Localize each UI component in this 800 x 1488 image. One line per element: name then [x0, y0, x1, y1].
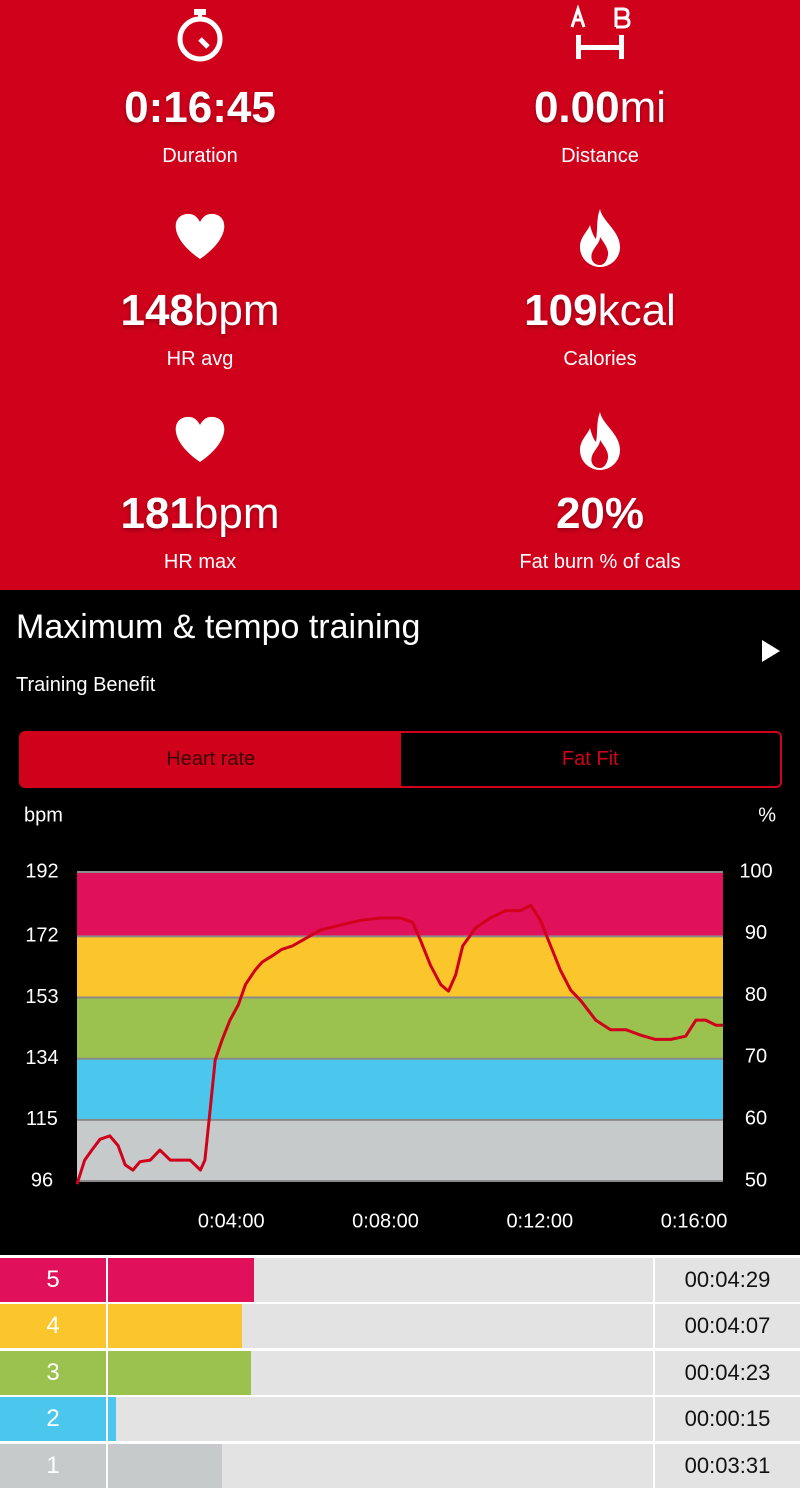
zone-bar: [108, 1397, 117, 1442]
distance-icon: [570, 5, 631, 59]
tab[interactable]: Fat Fit: [400, 733, 780, 786]
zone-row: 5 00:04:29: [0, 1258, 800, 1302]
flame-icon: [580, 209, 620, 267]
zone-time: 00:03:31: [655, 1443, 800, 1488]
zone-label: 2: [0, 1397, 106, 1442]
zone-bar: [108, 1350, 251, 1395]
y-tick-label: 115: [26, 1108, 58, 1130]
stat-unit: mi: [619, 83, 667, 132]
y-tick-label: 134: [25, 1047, 58, 1069]
stat-number: 0.00: [533, 83, 620, 132]
heart-icon: [175, 416, 225, 462]
zone-band: [77, 936, 723, 998]
title: Maximum & tempo training: [16, 608, 421, 646]
stat-unit: kcal: [597, 286, 676, 335]
chart: bpm % 96 115 134 153 172 192 50 60 70 80 90 100 0:04…: [24, 804, 776, 1232]
heart-icon: [175, 213, 225, 259]
stat-number: 0:16:45: [124, 83, 276, 132]
flame-icon: [580, 412, 620, 470]
tab[interactable]: Heart rate: [21, 733, 401, 786]
summary-panel: 0:16:45 Duration 0.00mi Distance 148bpm HR av…: [0, 0, 800, 590]
y-tick-label: 96: [31, 1169, 53, 1191]
y2-axis-label: %: [758, 804, 776, 826]
stat-value: 0.00mi: [400, 83, 800, 133]
zone-row: 3 00:04:23: [0, 1350, 800, 1395]
stat-number: 20%: [555, 489, 645, 538]
zone-band: [77, 997, 723, 1059]
stat-label: HR max: [163, 551, 237, 573]
y2-tick-label: 70: [745, 1046, 767, 1068]
y-axis-label: bpm: [24, 804, 63, 826]
zone-band: [77, 872, 723, 937]
zone-time: 00:04:23: [655, 1350, 800, 1395]
stat-number: 109: [524, 286, 598, 335]
zone-time: 00:04:07: [655, 1304, 800, 1349]
zone-label: 3: [0, 1350, 106, 1395]
zone-row: 1 00:03:31: [0, 1443, 800, 1488]
stat-unit: bpm: [193, 489, 280, 538]
x-tick-label: 0:04:00: [198, 1210, 265, 1232]
stat-value: 148bpm: [0, 286, 400, 336]
y2-tick-label: 80: [745, 984, 767, 1006]
stat-label: Calories: [563, 348, 637, 370]
hr-line: [75, 903, 723, 1185]
zone-table: 5 00:04:29 4 00:04:07 3 00:04:23 2 00:00:15 1 00:…: [0, 1255, 800, 1488]
y2-tick-label: 100: [739, 860, 772, 882]
x-tick-label: 0:16:00: [661, 1210, 728, 1232]
stat-value: 20%: [400, 489, 800, 539]
y-tick-label: 153: [25, 986, 58, 1008]
zone-bar: [108, 1304, 242, 1349]
stat-label: Duration: [162, 145, 238, 167]
y2-tick-label: 90: [745, 922, 767, 944]
y2-tick-label: 50: [745, 1169, 767, 1191]
stat-value: 181bpm: [0, 489, 400, 539]
next-arrow[interactable]: [760, 638, 782, 664]
subtitle: Training Benefit: [16, 674, 156, 696]
y2-tick-label: 60: [745, 1107, 767, 1129]
x-tick-label: 0:12:00: [506, 1210, 573, 1232]
stat-label: Fat burn % of cals: [519, 551, 681, 573]
zone-label: 4: [0, 1304, 106, 1349]
stat-number: 181: [120, 489, 194, 538]
x-tick-label: 0:08:00: [352, 1210, 419, 1232]
zone-band: [77, 1058, 723, 1120]
stopwatch-icon: [177, 9, 223, 62]
stat-label: Distance: [561, 145, 639, 167]
stat-value: 0:16:45: [0, 83, 400, 133]
y-tick-label: 172: [25, 925, 58, 947]
y-tick-label: 192: [25, 860, 58, 882]
zone-time: 00:04:29: [655, 1258, 800, 1302]
stat-label: HR avg: [166, 348, 234, 370]
tab-bar: Heart rate Fat Fit: [19, 731, 782, 788]
zone-bar: [108, 1258, 254, 1302]
stat-number: 148: [120, 286, 194, 335]
zone-label: 1: [0, 1443, 106, 1488]
zone-bar: [108, 1443, 223, 1488]
zone-label: 5: [0, 1258, 106, 1302]
zone-row: 4 00:04:07: [0, 1304, 800, 1349]
zone-time: 00:00:15: [655, 1397, 800, 1442]
stat-unit: bpm: [193, 286, 280, 335]
zone-band: [77, 1119, 723, 1181]
stat-value: 109kcal: [400, 286, 800, 336]
zone-row: 2 00:00:15: [0, 1397, 800, 1442]
zone-track: [108, 1397, 653, 1442]
